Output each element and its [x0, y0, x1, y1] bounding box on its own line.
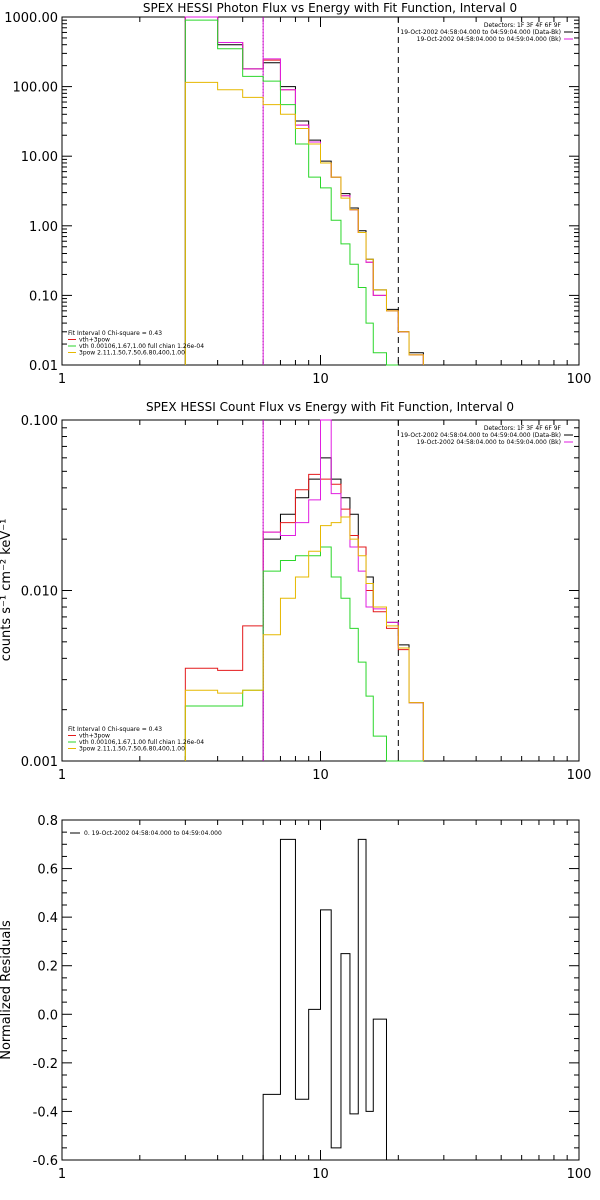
photon-legend-top-item: 19-Oct-2002 04:58:04.000 to 04:59:04.000… [400, 29, 561, 36]
photon-ytick-label: 100.00 [13, 81, 59, 96]
photon-series-0 [184, 16, 424, 365]
photon-legend-bottom-item: 3pow 2.11,1.50,7.50,6.80,400,1.00 [79, 350, 185, 357]
count-series-0 [262, 457, 424, 761]
count-legend-bottom-item: vth+3pow [79, 733, 110, 740]
photon-xtick-label: 100 [567, 372, 592, 387]
count-xtick-label: 10 [312, 768, 329, 783]
photon-legend-bottom-item: vth 0.00106,1.67,1.00 full chian 1.26e-0… [79, 343, 204, 350]
photon-series-1 [184, 16, 424, 365]
photon-series-3 [184, 19, 399, 366]
photon-xtick-label: 1 [58, 372, 66, 387]
photon-ytick-label: 0.10 [29, 289, 58, 304]
photon-ytick-label: 1.00 [29, 220, 58, 235]
residuals-ylabel: Normalized Residuals [0, 920, 14, 1060]
photon-flux-frame [61, 16, 580, 366]
photon-flux-title: SPEX HESSI Photon Flux vs Energy with Fi… [143, 1, 517, 15]
count-ytick-label: 0.001 [21, 755, 58, 770]
residual-ytick-label: 0.2 [37, 960, 58, 975]
count-series-2 [262, 419, 424, 761]
residual-series-0 [262, 838, 399, 1161]
residual-xtick-label: 100 [567, 1167, 592, 1182]
count-xtick-label: 100 [567, 768, 592, 783]
count-series-1 [184, 473, 424, 761]
residual-ytick-label: 0.8 [37, 814, 58, 829]
photon-legend-bottom-item: Fit Interval 0 Chi-square = 0.43 [68, 330, 162, 337]
residual-ytick-label: 0.4 [37, 911, 58, 926]
photon-legend-top-item: 19-Oct-2002 04:58:04.000 to 04:59:04.000… [417, 36, 561, 43]
count-series-3 [184, 546, 424, 762]
count-legend-top-item: 19-Oct-2002 04:58:04.000 to 04:59:04.000… [400, 432, 561, 439]
photon-series-4 [184, 81, 424, 365]
residual-xtick-label: 1 [58, 1167, 66, 1182]
count-xtick-label: 1 [58, 768, 66, 783]
photon-ytick-label: 10.00 [21, 150, 58, 165]
residual-ytick-label: 0.6 [37, 863, 58, 878]
count-flux-title: SPEX HESSI Count Flux vs Energy with Fit… [146, 400, 514, 414]
residual-ytick-label: 0.0 [37, 1008, 58, 1023]
photon-legend-top-item: Detectors: 1F 3F 4F 6F 9F [484, 22, 562, 29]
residuals-panel: Normalized Residuals 1 10 100 -0.6 -0.4 -0.2 0… [0, 814, 591, 1182]
count-flux-panel: SPEX HESSI Count Flux vs Energy with Fit… [0, 400, 591, 783]
count-legend-bottom-item: 3pow 2.11,1.50,7.50,6.80,400,1.00 [79, 746, 185, 753]
count-ytick-label: 0.010 [21, 585, 58, 600]
residual-xtick-label: 10 [312, 1167, 329, 1182]
residual-legend-item: 0. 19-Oct-2002 04:58:04.000 to 04:59:04.… [84, 830, 222, 837]
count-legend-top-item: 19-Oct-2002 04:58:04.000 to 04:59:04.000… [417, 439, 561, 446]
photon-ytick-label: 0.01 [29, 359, 58, 374]
count-flux-ylabel: counts s⁻¹ cm⁻² keV⁻¹ [0, 519, 14, 662]
photon-xtick-label: 10 [312, 372, 329, 387]
photon-flux-panel: SPEX HESSI Photon Flux vs Energy with Fi… [4, 1, 591, 387]
count-ytick-label: 0.100 [21, 414, 58, 429]
residual-ytick-label: -0.2 [33, 1057, 58, 1072]
residual-ytick-label: -0.4 [33, 1105, 58, 1120]
photon-ytick-label: 1000.00 [4, 11, 58, 26]
photon-legend-bottom-item: vth+3pow [79, 337, 110, 344]
photon-series-2 [184, 16, 424, 365]
count-series-4 [184, 516, 424, 761]
residual-ytick-label: -0.6 [33, 1154, 58, 1169]
count-legend-bottom-item: Fit Interval 0 Chi-square = 0.43 [68, 726, 162, 733]
count-legend-top-item: Detectors: 1F 3F 4F 6F 9F [484, 425, 562, 432]
count-legend-bottom-item: vth 0.00106,1.67,1.00 full chian 1.26e-0… [79, 739, 204, 746]
